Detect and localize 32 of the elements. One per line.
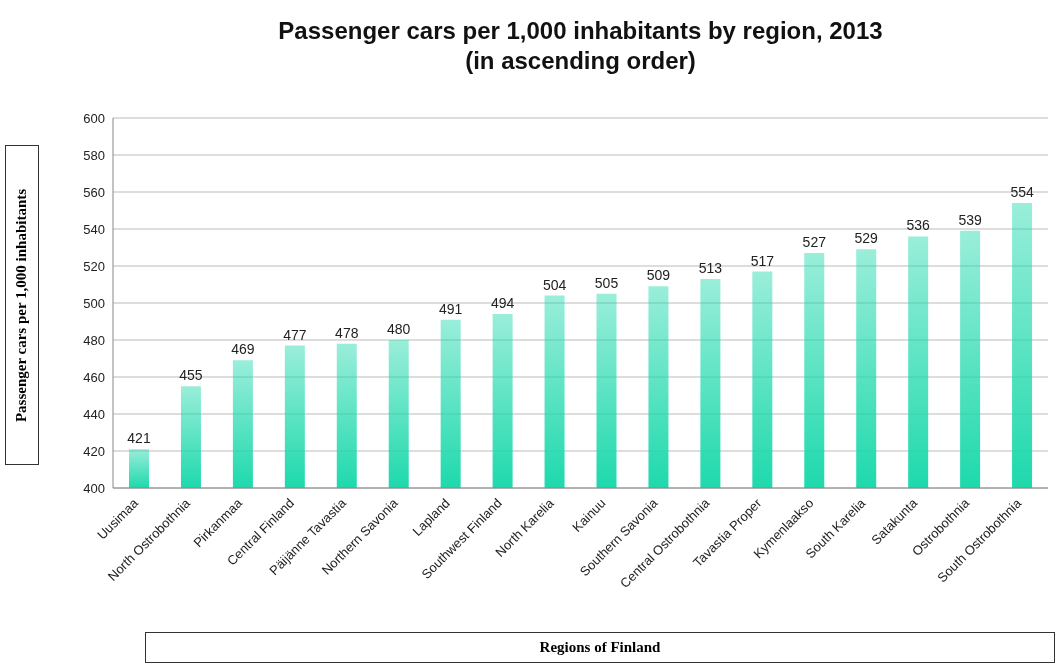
data-label: 504 [542,276,567,293]
y-tick-label: 540 [83,221,105,237]
y-axis-title: Passenger cars per 1,000 inhabitants [13,188,31,422]
data-label: 478 [335,324,359,341]
y-tick-label: 500 [83,295,105,311]
y-tick-label: 420 [83,443,105,459]
y-tick-label: 580 [83,147,105,163]
y-tick-label: 600 [83,110,105,126]
data-label: 536 [906,217,931,234]
y-tick-label: 460 [83,369,105,385]
y-tick-label: 560 [83,184,105,200]
data-label: 477 [283,326,307,343]
data-label: 455 [179,367,203,384]
chart-title: Passenger cars per 1,000 inhabitants by region, 2013 (in ascending order) [277,16,884,76]
data-label: 539 [958,211,982,228]
y-tick-label: 440 [83,406,105,422]
y-tick-label: 520 [83,258,105,274]
data-label: 469 [231,341,255,358]
data-label: 505 [594,274,619,291]
x-axis-title: Regions of Finland [145,632,1055,663]
y-tick-label: 400 [83,480,105,496]
data-label: 491 [438,300,463,317]
data-label: 421 [127,430,151,447]
data-label: 509 [646,267,671,284]
y-tick-label: 480 [83,332,105,348]
data-label: 554 [1010,184,1034,201]
data-label: 513 [698,259,723,276]
data-label: 517 [750,252,775,269]
data-label: 480 [387,321,411,337]
data-label: 494 [490,295,515,312]
data-label: 529 [854,230,879,247]
data-label: 527 [802,234,827,251]
